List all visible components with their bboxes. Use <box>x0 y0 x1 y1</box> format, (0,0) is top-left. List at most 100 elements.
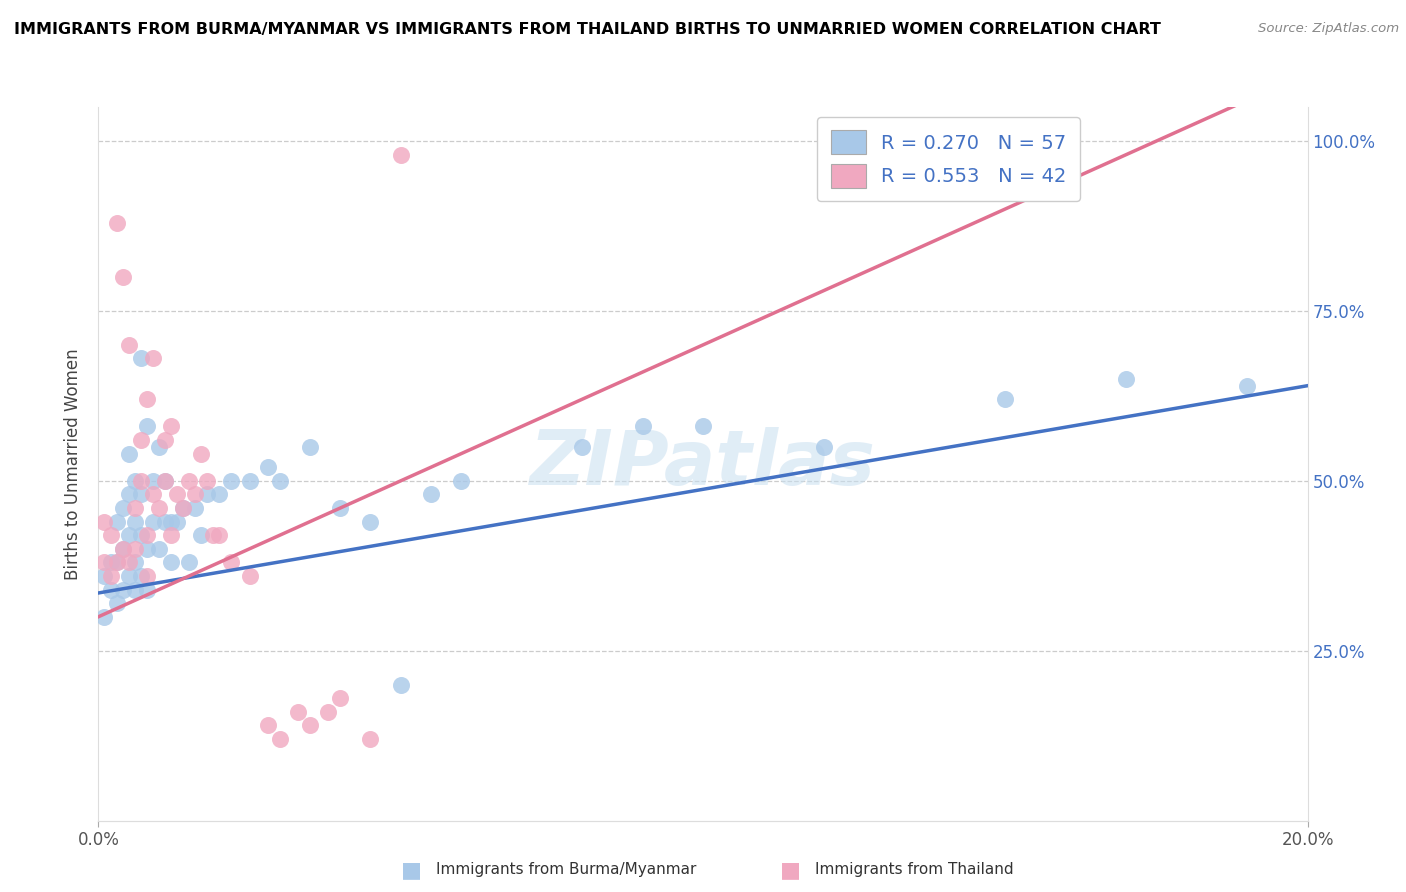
Point <box>105 515 128 529</box>
Point <box>148 440 170 454</box>
Point <box>105 216 128 230</box>
Point <box>389 678 412 692</box>
Point <box>111 541 134 556</box>
Point <box>184 501 207 516</box>
Point <box>129 351 152 366</box>
Point <box>221 474 243 488</box>
Point <box>105 555 128 569</box>
Text: ■: ■ <box>401 860 422 880</box>
Point <box>118 487 141 501</box>
Point <box>100 555 122 569</box>
Point <box>129 528 152 542</box>
Point <box>692 419 714 434</box>
Point <box>153 433 176 447</box>
Point <box>93 609 115 624</box>
Point <box>202 528 225 542</box>
Point <box>124 555 146 569</box>
Point <box>118 447 141 461</box>
Point <box>129 474 152 488</box>
Text: Immigrants from Burma/Myanmar: Immigrants from Burma/Myanmar <box>436 863 696 877</box>
Point <box>142 487 165 501</box>
Point <box>153 474 176 488</box>
Point <box>269 732 291 747</box>
Point <box>190 528 212 542</box>
Point <box>208 487 231 501</box>
Point <box>124 582 146 597</box>
Point <box>179 555 201 569</box>
Point <box>329 501 352 516</box>
Point <box>166 487 188 501</box>
Point <box>124 541 146 556</box>
Point <box>153 474 176 488</box>
Y-axis label: Births to Unmarried Women: Births to Unmarried Women <box>65 348 83 580</box>
Point <box>299 440 322 454</box>
Point <box>100 582 122 597</box>
Point <box>239 474 262 488</box>
Point <box>389 147 412 161</box>
Point <box>172 501 194 516</box>
Point <box>299 718 322 732</box>
Point <box>124 515 146 529</box>
Point <box>184 487 207 501</box>
Point <box>631 419 654 434</box>
Point <box>1115 372 1137 386</box>
Point <box>153 515 176 529</box>
Point <box>124 474 146 488</box>
Point <box>160 555 183 569</box>
Point <box>360 732 382 747</box>
Point <box>195 474 218 488</box>
Point <box>129 569 152 583</box>
Point <box>994 392 1017 407</box>
Point <box>166 515 188 529</box>
Point <box>111 582 134 597</box>
Point <box>190 447 212 461</box>
Point <box>100 528 122 542</box>
Point <box>148 501 170 516</box>
Point <box>160 419 183 434</box>
Point <box>124 501 146 516</box>
Point <box>160 515 183 529</box>
Point <box>100 569 122 583</box>
Text: Source: ZipAtlas.com: Source: ZipAtlas.com <box>1258 22 1399 36</box>
Point <box>135 541 157 556</box>
Text: IMMIGRANTS FROM BURMA/MYANMAR VS IMMIGRANTS FROM THAILAND BIRTHS TO UNMARRIED WO: IMMIGRANTS FROM BURMA/MYANMAR VS IMMIGRA… <box>14 22 1161 37</box>
Point <box>208 528 231 542</box>
Point <box>129 487 152 501</box>
Point <box>93 555 115 569</box>
Point <box>129 433 152 447</box>
Point <box>269 474 291 488</box>
Point <box>239 569 262 583</box>
Point <box>142 351 165 366</box>
Point <box>256 718 278 732</box>
Point <box>111 501 134 516</box>
Point <box>450 474 472 488</box>
Text: ZIPatlas: ZIPatlas <box>530 427 876 500</box>
Point <box>172 501 194 516</box>
Text: ■: ■ <box>780 860 801 880</box>
Point <box>135 569 157 583</box>
Point <box>195 487 218 501</box>
Point <box>287 705 309 719</box>
Point <box>316 705 339 719</box>
Point <box>135 419 157 434</box>
Point <box>221 555 243 569</box>
Point <box>118 569 141 583</box>
Text: Immigrants from Thailand: Immigrants from Thailand <box>815 863 1014 877</box>
Point <box>160 528 183 542</box>
Point <box>148 541 170 556</box>
Point <box>1236 378 1258 392</box>
Legend: R = 0.270   N = 57, R = 0.553   N = 42: R = 0.270 N = 57, R = 0.553 N = 42 <box>817 117 1080 202</box>
Point <box>111 541 134 556</box>
Point <box>813 440 835 454</box>
Point <box>571 440 593 454</box>
Point <box>329 691 352 706</box>
Point <box>142 474 165 488</box>
Point <box>111 269 134 284</box>
Point <box>118 555 141 569</box>
Point <box>105 555 128 569</box>
Point <box>118 528 141 542</box>
Point <box>93 569 115 583</box>
Point <box>420 487 443 501</box>
Point <box>118 338 141 352</box>
Point <box>142 515 165 529</box>
